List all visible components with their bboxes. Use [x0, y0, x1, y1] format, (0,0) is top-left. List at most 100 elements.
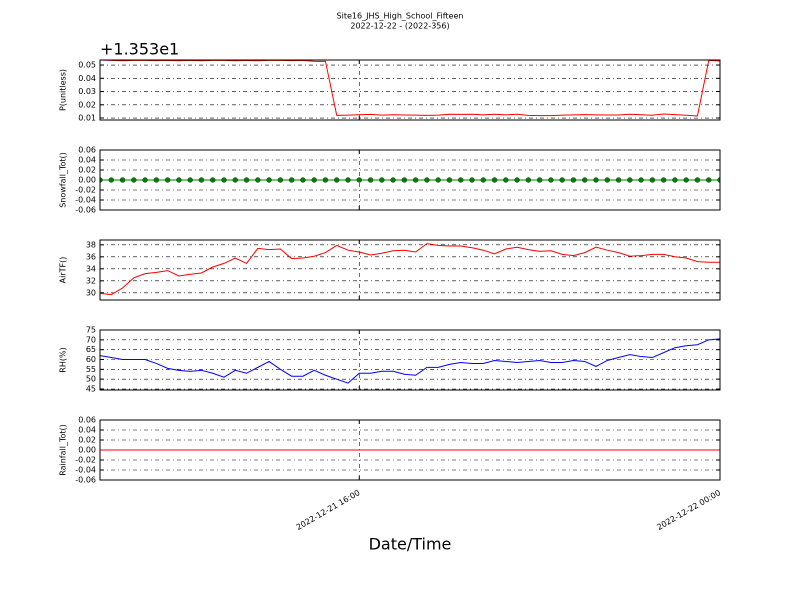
y-tick-label: -0.02 — [75, 186, 96, 195]
y-axis-label: P(unitless) — [59, 69, 68, 111]
y-tick-label: 75 — [86, 326, 96, 335]
axes-frame — [99, 329, 721, 391]
y-tick-label: 65 — [86, 345, 96, 354]
data-point — [176, 177, 182, 183]
data-point — [672, 177, 678, 183]
y-axis-label: RH(%) — [59, 347, 68, 372]
data-point — [412, 177, 419, 183]
data-point — [311, 177, 317, 183]
data-point — [593, 177, 599, 183]
y-tick-label: -0.06 — [75, 476, 96, 485]
y-tick-label: 0.04 — [78, 156, 96, 165]
y-tick-label: 30 — [86, 288, 96, 297]
y-axis-label: Snowfall_Tot() — [59, 152, 68, 208]
data-point — [458, 177, 464, 183]
plot-area — [100, 60, 720, 117]
y-tick-label: 0.04 — [78, 426, 96, 435]
data-line — [100, 338, 720, 384]
y-tick-label: 36 — [86, 252, 96, 261]
data-point — [683, 177, 689, 183]
figure-title: Site16_JHS_High_School_Fifteen — [337, 12, 464, 21]
data-point — [356, 177, 362, 183]
y-tick-label: 50 — [86, 375, 96, 384]
y-tick-label: 60 — [86, 355, 96, 364]
y-axis-label: AirTF() — [59, 257, 68, 284]
data-point — [514, 177, 520, 183]
data-point — [649, 177, 656, 183]
data-point — [536, 177, 543, 183]
data-point — [100, 177, 103, 183]
data-point — [131, 177, 137, 183]
data-point — [266, 177, 272, 183]
data-point — [198, 177, 205, 183]
data-point — [638, 177, 644, 183]
plot-area — [100, 338, 720, 384]
y-tick-label: 0.02 — [78, 166, 96, 175]
y-tick-label: 0.02 — [78, 436, 96, 445]
data-point — [660, 177, 667, 183]
data-point — [277, 177, 284, 183]
data-point — [367, 177, 374, 183]
y-tick-label: 38 — [86, 240, 96, 249]
y-tick-label: -0.06 — [75, 206, 96, 215]
axes-frame — [99, 419, 721, 481]
y-tick-label: 0.06 — [78, 146, 96, 155]
axes-frame — [99, 239, 721, 301]
data-point — [142, 177, 148, 183]
data-point — [525, 177, 532, 183]
y-tick-label: 0.03 — [78, 87, 96, 96]
data-point — [435, 177, 441, 183]
data-point — [582, 177, 588, 183]
data-point — [401, 177, 408, 183]
data-point — [119, 177, 126, 183]
y-axis-label: Rainfall_Tot() — [59, 424, 68, 476]
y-tick-label: 70 — [86, 335, 96, 344]
data-point — [604, 177, 610, 183]
y-tick-label: 0.04 — [78, 74, 96, 83]
data-point — [108, 177, 114, 183]
data-point — [548, 177, 554, 183]
data-point — [570, 177, 577, 183]
y-tick-label: 0.02 — [78, 100, 96, 109]
data-point — [424, 177, 430, 183]
data-point — [255, 177, 261, 183]
offset-label: +1.353e1 — [100, 40, 179, 59]
y-tick-label: -0.04 — [75, 466, 96, 475]
y-tick-label: 32 — [86, 276, 96, 285]
data-line — [100, 60, 720, 117]
axes-frame — [99, 59, 721, 121]
y-tick-label: -0.02 — [75, 456, 96, 465]
y-tick-label: 45 — [86, 385, 96, 394]
y-tick-label: 0.06 — [78, 416, 96, 425]
y-tick-label: 55 — [86, 365, 96, 374]
data-point — [717, 177, 720, 183]
data-point — [288, 177, 295, 183]
plot-area — [100, 177, 720, 183]
data-point — [706, 177, 712, 183]
data-point — [322, 177, 329, 183]
plot-area — [100, 243, 720, 296]
y-tick-label: 0.05 — [78, 61, 96, 70]
data-point — [390, 177, 396, 183]
data-point — [446, 177, 453, 183]
y-tick-label: 0.01 — [78, 114, 96, 123]
y-tick-label: 34 — [86, 264, 96, 273]
data-point — [345, 177, 351, 183]
data-point — [615, 177, 622, 183]
data-point — [559, 177, 565, 183]
x-axis-label: Date/Time — [369, 535, 452, 554]
data-point — [243, 177, 250, 183]
data-line — [100, 243, 720, 296]
axes-frame — [99, 149, 721, 211]
data-point — [300, 177, 306, 183]
data-point — [334, 177, 340, 183]
data-point — [694, 177, 701, 183]
data-point — [469, 177, 475, 183]
data-point — [480, 177, 486, 183]
data-point — [153, 177, 160, 183]
figure-subtitle: 2022-12-22 - (2022-356) — [350, 22, 449, 31]
data-point — [491, 177, 498, 183]
data-point — [627, 177, 633, 183]
